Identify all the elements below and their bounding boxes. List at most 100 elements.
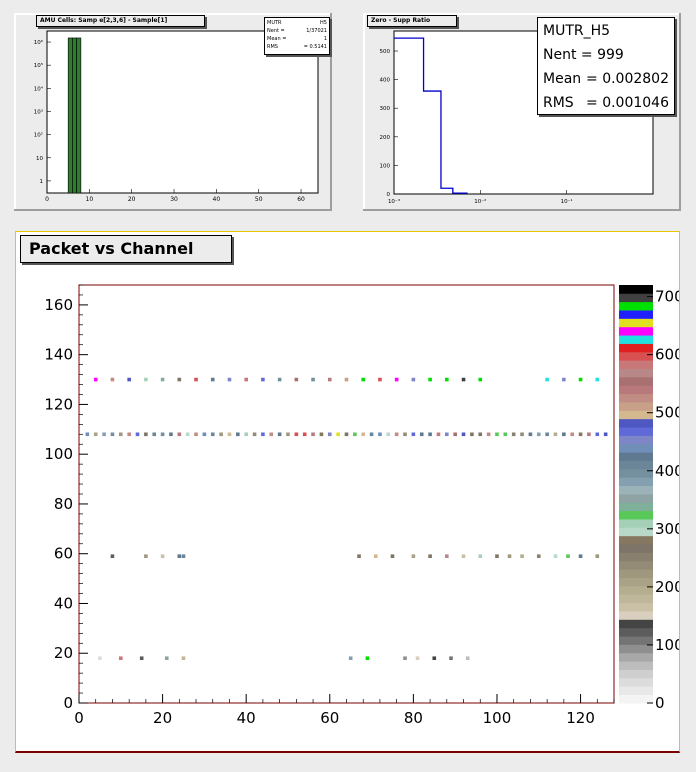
palette-swatch (619, 477, 653, 487)
heatmap-cell (353, 432, 357, 437)
palette-tick-label: 400 (655, 462, 679, 480)
heatmap-cell (545, 432, 549, 437)
palette-tick-label: 700 (655, 288, 679, 306)
heatmap-cell (118, 432, 123, 437)
pad1-stat-row: RMS = 0.5141 (267, 44, 327, 50)
heatmap-cell (403, 656, 407, 661)
palette-swatch (619, 326, 653, 336)
x-tick-label: 10⁻³ (388, 198, 400, 205)
heatmap-cell (144, 377, 148, 382)
y-tick-label: 10 (36, 156, 43, 162)
y-tick-label: 10⁴ (34, 85, 44, 92)
y-tick-label: 40 (54, 594, 73, 612)
heatmap-cell (135, 432, 140, 437)
heatmap-cell (302, 432, 307, 437)
x-tick-label: 60 (320, 709, 339, 727)
heatmap-cell (210, 377, 215, 382)
palette-swatch (619, 494, 653, 503)
palette-swatch (619, 360, 653, 369)
heatmap-cell (503, 432, 508, 437)
y-tick-label: 10⁶ (34, 39, 44, 46)
heatmap-cell (361, 377, 366, 382)
heatmap-cell (160, 554, 165, 559)
heatmap-cell (445, 377, 449, 382)
heatmap-cell (495, 432, 499, 437)
y-tick-label: 80 (54, 495, 73, 513)
palette-swatch (619, 418, 653, 428)
heatmap-cell (428, 432, 432, 437)
heatmap-cell (545, 377, 549, 382)
palette-swatch (619, 644, 653, 654)
palette-swatch (619, 468, 653, 478)
heatmap-cell (428, 554, 432, 559)
pad1-stat-row: MUTR H5 (267, 20, 327, 26)
palette-swatch (619, 293, 653, 303)
heatmap-cell (202, 432, 207, 437)
amu-cells-histogram: 0 10 20 30 40 50 60 1 10 10² 10³ 10⁴ 10⁵ 10⁶ (34, 30, 319, 203)
palette-swatch (619, 594, 653, 604)
palette-swatch (619, 527, 653, 537)
palette-tick-label: 200 (655, 578, 679, 596)
heatmap-cell (181, 554, 186, 559)
pad3-title: Packet vs Channel (20, 235, 232, 263)
palette-swatch (619, 385, 653, 395)
heatmap-cell (587, 432, 591, 437)
heatmap-cell (110, 432, 115, 437)
palette-swatch (619, 335, 653, 344)
heatmap-cell (344, 377, 349, 382)
heatmap-cell (373, 554, 378, 559)
palette-swatch (619, 694, 653, 704)
heatmap-cell (495, 554, 499, 559)
palette-swatch (619, 510, 653, 520)
heatmap-cell (93, 377, 98, 382)
heatmap-cell (127, 432, 131, 437)
heatmap-cell (311, 377, 315, 382)
heatmap-cell (453, 432, 457, 437)
heatmap-cell (361, 432, 366, 437)
heatmap-cell (536, 432, 541, 437)
pad1-title: AMU Cells: Samp e[2,3,6] - Sample[1] (36, 15, 205, 27)
heatmap-cell (319, 432, 324, 437)
palette-swatch (619, 652, 653, 662)
x-tick-label: 10⁻² (474, 198, 486, 205)
zero-supp-ratio-pad: 10⁻³ 10⁻² 10⁻¹ 0 100 200 300 400 500 Zero - Supp… (363, 13, 681, 211)
pad2-stat-name: MUTR_H5 (543, 23, 611, 39)
x-tick-label: 100 (483, 709, 512, 727)
heatmap-cell (311, 432, 315, 437)
palette-swatch (619, 435, 653, 445)
palette-swatch (619, 619, 653, 629)
heatmap-cell (511, 432, 516, 437)
y-tick-label: 1 (40, 179, 44, 185)
heatmap-cell (118, 656, 123, 661)
heatmap-cell (127, 377, 131, 382)
heatmap-cell (411, 432, 416, 437)
palette-tick-label: 500 (655, 404, 679, 422)
heatmap-cell (219, 432, 223, 437)
palette-swatch (619, 351, 653, 361)
heatmap-cell (152, 432, 157, 437)
heatmap-cell (390, 554, 395, 559)
heatmap-cell (336, 432, 340, 437)
heatmap-cell (227, 377, 232, 382)
palette-swatch (619, 343, 653, 353)
heatmap-cell (507, 554, 512, 559)
heatmap-cell (327, 377, 332, 382)
palette-tick-label: 0 (655, 694, 665, 712)
heatmap-cell (478, 554, 483, 559)
y-tick-label: 20 (54, 644, 73, 662)
heatmap-cell (378, 432, 382, 437)
pad2-title: Zero - Supp Ratio (367, 15, 457, 27)
heatmap-cell (520, 432, 524, 437)
heatmap-cell (578, 432, 583, 437)
palette-swatch (619, 569, 653, 578)
heatmap-cell (445, 432, 449, 437)
palette-swatch (619, 310, 653, 319)
heatmap-cell (286, 432, 290, 437)
histogram-bar (72, 37, 77, 194)
histogram-bar (67, 37, 73, 194)
heatmap-cell (181, 656, 186, 661)
amu-cells-pad: 0 10 20 30 40 50 60 1 10 10² 10³ 10⁴ 10⁵ 10⁶ AMU Cell… (14, 13, 332, 211)
x-tick-label: 10⁻¹ (561, 198, 573, 205)
heatmap-cell (486, 432, 491, 437)
heatmap-cell (411, 554, 416, 559)
